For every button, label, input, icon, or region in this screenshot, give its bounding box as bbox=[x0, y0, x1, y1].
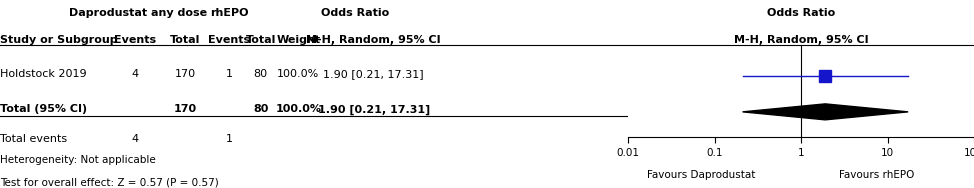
Text: 1: 1 bbox=[226, 69, 233, 79]
Text: 4: 4 bbox=[131, 69, 138, 79]
Text: 4: 4 bbox=[131, 134, 138, 144]
Text: Total: Total bbox=[245, 35, 276, 45]
Text: Total (95% CI): Total (95% CI) bbox=[0, 104, 87, 114]
Text: Test for overall effect: Z = 0.57 (P = 0.57): Test for overall effect: Z = 0.57 (P = 0… bbox=[0, 178, 219, 188]
Text: M-H, Random, 95% CI: M-H, Random, 95% CI bbox=[307, 35, 441, 45]
Text: 1.90 [0.21, 17.31]: 1.90 [0.21, 17.31] bbox=[323, 69, 424, 79]
Text: Holdstock 2019: Holdstock 2019 bbox=[0, 69, 87, 79]
Text: M-H, Random, 95% CI: M-H, Random, 95% CI bbox=[733, 35, 869, 45]
Text: Events: Events bbox=[208, 35, 250, 45]
Text: 100.0%: 100.0% bbox=[276, 104, 321, 114]
Text: Total events: Total events bbox=[0, 134, 67, 144]
Text: Events: Events bbox=[114, 35, 156, 45]
Text: Weight: Weight bbox=[277, 35, 320, 45]
Text: Favours rhEPO: Favours rhEPO bbox=[840, 171, 915, 180]
Text: 80: 80 bbox=[253, 104, 269, 114]
Text: Odds Ratio: Odds Ratio bbox=[767, 8, 836, 18]
Text: Total: Total bbox=[170, 35, 201, 45]
Text: Daprodustat any dose: Daprodustat any dose bbox=[69, 8, 207, 18]
Text: 170: 170 bbox=[173, 104, 197, 114]
Text: 170: 170 bbox=[174, 69, 196, 79]
Text: 1: 1 bbox=[226, 134, 233, 144]
Text: 80: 80 bbox=[253, 69, 268, 79]
Text: Study or Subgroup: Study or Subgroup bbox=[0, 35, 118, 45]
Text: rhEPO: rhEPO bbox=[210, 8, 248, 18]
Text: 1.90 [0.21, 17.31]: 1.90 [0.21, 17.31] bbox=[318, 104, 430, 115]
Polygon shape bbox=[742, 104, 908, 120]
Text: Favours Daprodustat: Favours Daprodustat bbox=[647, 171, 755, 180]
Text: 100.0%: 100.0% bbox=[278, 69, 319, 79]
Text: Odds Ratio: Odds Ratio bbox=[320, 8, 389, 18]
Text: Heterogeneity: Not applicable: Heterogeneity: Not applicable bbox=[0, 155, 156, 165]
